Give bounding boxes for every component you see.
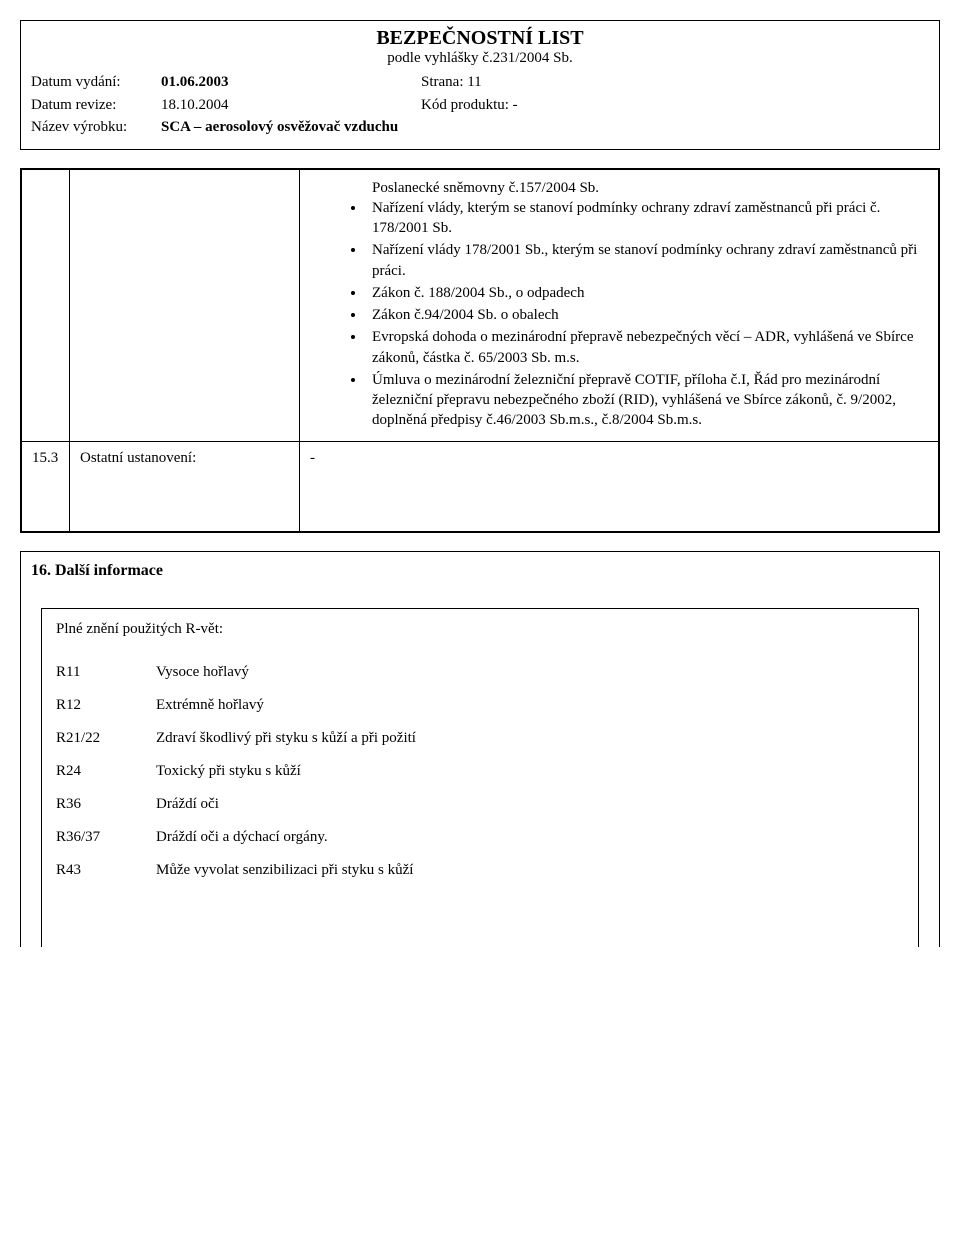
- list-item: Nařízení vlády 178/2001 Sb., kterým se s…: [366, 240, 928, 281]
- rev-value: 18.10.2004: [161, 94, 421, 117]
- doc-title: BEZPEČNOSTNÍ LIST: [31, 27, 929, 50]
- table-row: R36 Dráždí oči: [56, 788, 416, 821]
- meta-row-rev: Datum revize: 18.10.2004 Kód produktu: -: [31, 94, 929, 117]
- layout-table: Poslanecké sněmovny č.157/2004 Sb. Naříz…: [21, 169, 939, 532]
- section-16-box: 16. Další informace Plné znění použitých…: [20, 551, 940, 947]
- r-code: R12: [56, 689, 156, 722]
- table-row: R11 Vysoce hořlavý: [56, 656, 416, 689]
- list-item: Zákon č. 188/2004 Sb., o odpadech: [366, 283, 928, 303]
- bullet-list: Nařízení vlády, kterým se stanoví podmín…: [310, 198, 928, 431]
- cell-empty-label: [70, 169, 300, 441]
- r-code: R21/22: [56, 722, 156, 755]
- list-item: Zákon č.94/2004 Sb. o obalech: [366, 305, 928, 325]
- product-value: SCA – aerosolový osvěžovač vzduchu: [161, 116, 421, 139]
- r-code: R36: [56, 788, 156, 821]
- row-15-3: 15.3 Ostatní ustanovení: -: [22, 441, 939, 531]
- rphrases-box: Plné znění použitých R-vět: R11 Vysoce h…: [41, 608, 919, 947]
- rphrases-intro: Plné znění použitých R-vět:: [56, 621, 904, 638]
- meta-row-product: Název výrobku: SCA – aerosolový osvěžova…: [31, 116, 929, 139]
- cell-15-3-val: -: [300, 441, 939, 531]
- r-code: R11: [56, 656, 156, 689]
- r-text: Toxický při styku s kůží: [156, 755, 416, 788]
- rev-label: Datum revize:: [31, 94, 161, 117]
- issue-label: Datum vydání:: [31, 71, 161, 94]
- section-15-box: Poslanecké sněmovny č.157/2004 Sb. Naříz…: [20, 168, 940, 533]
- r-text: Dráždí oči: [156, 788, 416, 821]
- r-text: Může vyvolat senzibilizaci při styku s k…: [156, 854, 416, 887]
- cell-15-3-num: 15.3: [22, 441, 70, 531]
- table-row: R36/37 Dráždí oči a dýchací orgány.: [56, 821, 416, 854]
- cell-15-3-label: Ostatní ustanovení:: [70, 441, 300, 531]
- cell-bullets: Poslanecké sněmovny č.157/2004 Sb. Naříz…: [300, 169, 939, 441]
- r-text: Vysoce hořlavý: [156, 656, 416, 689]
- page-label: Strana: 11: [421, 71, 929, 94]
- list-item: Evropská dohoda o mezinárodní přepravě n…: [366, 327, 928, 368]
- table-row: R24 Toxický při styku s kůží: [56, 755, 416, 788]
- bullets-row: Poslanecké sněmovny č.157/2004 Sb. Naříz…: [22, 169, 939, 441]
- r-text: Dráždí oči a dýchací orgány.: [156, 821, 416, 854]
- code-label: Kód produktu: -: [421, 94, 929, 117]
- r-text: Zdraví škodlivý při styku s kůží a při p…: [156, 722, 416, 755]
- section-16-heading: 16. Další informace: [21, 552, 939, 608]
- list-item: Úmluva o mezinárodní železniční přepravě…: [366, 370, 928, 431]
- doc-subtitle: podle vyhlášky č.231/2004 Sb.: [31, 50, 929, 67]
- table-row: R43 Může vyvolat senzibilizaci při styku…: [56, 854, 416, 887]
- issue-value: 01.06.2003: [161, 71, 421, 94]
- bullet-intro: Poslanecké sněmovny č.157/2004 Sb.: [310, 178, 928, 198]
- table-row: R21/22 Zdraví škodlivý při styku s kůží …: [56, 722, 416, 755]
- table-row: R12 Extrémně hořlavý: [56, 689, 416, 722]
- r-code: R36/37: [56, 821, 156, 854]
- cell-empty-num: [22, 169, 70, 441]
- list-item: Nařízení vlády, kterým se stanoví podmín…: [366, 198, 928, 239]
- header-box: BEZPEČNOSTNÍ LIST podle vyhlášky č.231/2…: [20, 20, 940, 150]
- rphrases-table: R11 Vysoce hořlavý R12 Extrémně hořlavý …: [56, 656, 416, 887]
- r-code: R43: [56, 854, 156, 887]
- r-code: R24: [56, 755, 156, 788]
- meta-row-issue: Datum vydání: 01.06.2003 Strana: 11: [31, 71, 929, 94]
- r-text: Extrémně hořlavý: [156, 689, 416, 722]
- product-label: Název výrobku:: [31, 116, 161, 139]
